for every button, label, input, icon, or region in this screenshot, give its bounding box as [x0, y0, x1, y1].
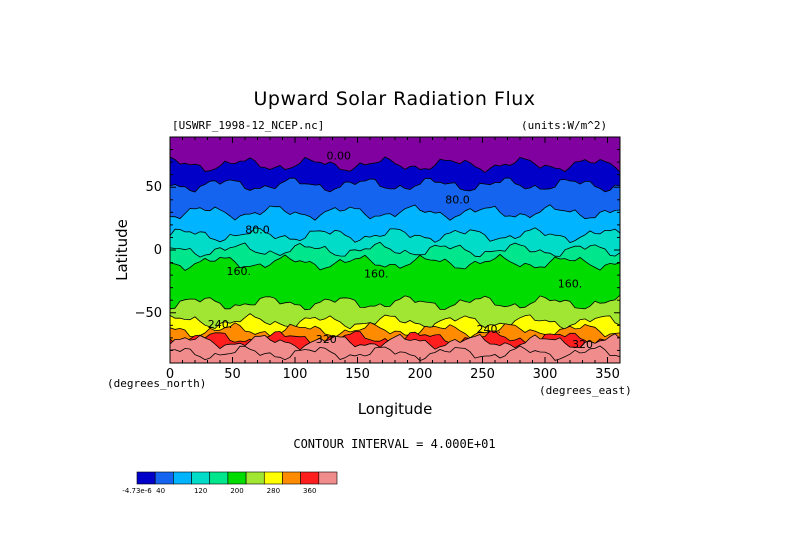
colorbar-label: 120: [194, 487, 207, 495]
contour-label: 160.: [558, 278, 583, 291]
contour-label: 160.: [227, 265, 252, 278]
colorbar-swatch: [263, 471, 283, 485]
contour-label: 240.: [208, 318, 233, 331]
contour-label: 0.00: [327, 150, 352, 163]
colorbar-swatch: [227, 471, 247, 485]
x-tick-label: 100: [283, 367, 308, 382]
x-tick-label: 350: [595, 367, 620, 382]
x-axis-label: Longitude: [357, 400, 433, 418]
colorbar-swatch: [136, 471, 156, 485]
colorbar-swatch: [154, 471, 174, 485]
colorbar-swatch: [318, 471, 338, 485]
colorbar-swatch: [300, 471, 320, 485]
contour-label: 240.: [477, 323, 502, 336]
y-tick-label: 0: [154, 243, 162, 258]
colorbar-label: 360: [303, 487, 316, 495]
y-unit-label: (degrees_north): [107, 377, 207, 390]
colorbar-label: -4.73e-6: [122, 487, 152, 495]
x-unit-label: (degrees_east): [539, 384, 632, 397]
x-tick-label: 0: [166, 367, 174, 382]
contour-label: 80.0: [445, 194, 470, 207]
colorbar-swatch: [209, 471, 229, 485]
x-tick-label: 250: [470, 367, 495, 382]
colorbar-label: 200: [230, 487, 243, 495]
colorbar-swatch: [173, 471, 192, 485]
x-tick-label: 50: [224, 367, 241, 382]
colorbar-swatch: [245, 471, 265, 485]
contour-label: 320: [572, 338, 593, 351]
contour-label: 320: [316, 333, 337, 346]
chart-title: Upward Solar Radiation Flux: [253, 88, 536, 110]
colorbar-label: 40: [156, 487, 165, 495]
contour-label: 80.0: [245, 224, 270, 237]
colorbar-label: 280: [267, 487, 280, 495]
contour-band-12: [169, 345, 621, 364]
y-tick-label: −50: [135, 306, 162, 321]
contour-interval-text: CONTOUR INTERVAL = 4.000E+01: [293, 437, 496, 451]
y-tick-label: 50: [145, 180, 162, 195]
units-label: (units:W/m^2): [521, 119, 608, 132]
x-tick-label: 150: [345, 367, 370, 382]
contour-label: 160.: [364, 268, 389, 281]
colorbar-swatch: [282, 471, 301, 485]
x-tick-label: 200: [408, 367, 433, 382]
colorbar-swatch: [191, 471, 211, 485]
dataset-label: [USWRF_1998-12_NCEP.nc]: [172, 119, 325, 132]
x-tick-label: 300: [533, 367, 558, 382]
